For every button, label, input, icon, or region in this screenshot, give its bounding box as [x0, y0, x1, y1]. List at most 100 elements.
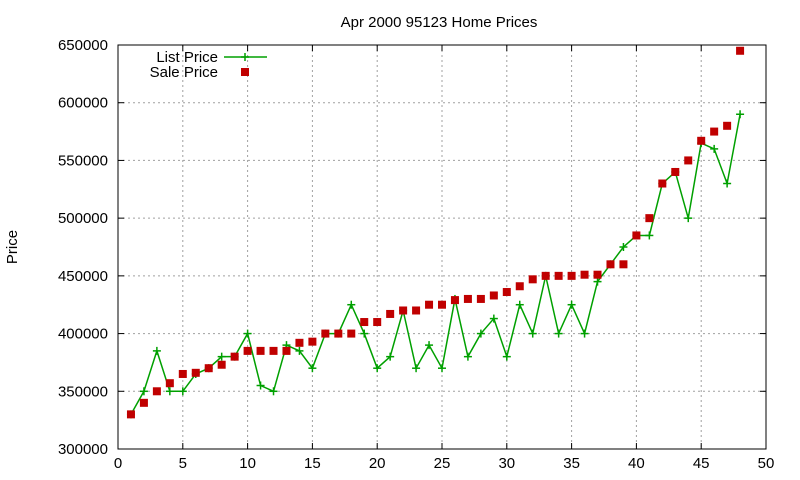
sale-price-point	[580, 270, 589, 279]
sale-price-point	[373, 318, 382, 327]
list-price-point	[593, 277, 602, 286]
sale-price-point	[438, 300, 446, 309]
x-tick-label: 50	[758, 455, 775, 472]
list-price-point	[463, 352, 472, 361]
x-tick-label: 40	[628, 455, 645, 472]
sale-price-point	[360, 318, 369, 327]
sale-price-point	[334, 329, 343, 338]
list-price-point	[580, 329, 589, 338]
sale-price-point	[489, 291, 498, 300]
sale-price-point	[412, 306, 421, 315]
sale-price-point	[632, 231, 641, 240]
sale-price-point	[139, 398, 148, 407]
x-tick-label: 20	[369, 455, 386, 472]
list-price-point	[152, 346, 161, 355]
sale-price-point	[697, 136, 706, 145]
legend-label-sale-price: Sale Price	[150, 64, 218, 81]
x-tick-label: 30	[498, 455, 515, 472]
list-price-point	[308, 364, 317, 373]
sale-price-point	[606, 260, 615, 269]
sale-price-point	[217, 360, 226, 369]
x-tick-label: 15	[304, 455, 321, 472]
list-price-point	[736, 110, 745, 119]
x-tick-label: 45	[693, 455, 710, 472]
sale-price-point	[476, 294, 485, 303]
sale-price-point	[684, 156, 693, 165]
list-price-point	[243, 329, 252, 338]
sale-price-point	[554, 271, 563, 280]
list-price-point	[515, 300, 524, 309]
y-tick-label: 500000	[58, 210, 108, 227]
list-price-point	[554, 329, 563, 338]
list-price-point	[373, 364, 382, 373]
sale-price-point	[450, 296, 459, 305]
sale-price-point	[425, 300, 434, 309]
sale-price-point	[230, 352, 239, 361]
list-price-point	[438, 364, 446, 373]
sale-price-point	[528, 275, 537, 284]
x-tick-label: 35	[563, 455, 580, 472]
sale-price-point	[710, 127, 719, 136]
sale-price-point	[463, 294, 472, 303]
list-price-point	[165, 387, 174, 396]
sale-price-point	[282, 346, 291, 355]
sale-price-point	[567, 271, 576, 280]
sale-price-point	[593, 270, 602, 279]
plot-area	[126, 46, 745, 419]
list-price-point	[528, 329, 537, 338]
sale-price-point	[619, 260, 628, 269]
sale-price-point	[243, 346, 252, 355]
plot-frame	[117, 44, 767, 450]
list-price-point	[412, 364, 421, 373]
grid	[118, 45, 766, 449]
list-price-point	[710, 144, 719, 153]
sale-price-point	[178, 369, 187, 378]
list-price-point	[347, 300, 356, 309]
y-tick-label: 650000	[58, 37, 108, 54]
y-tick-label: 350000	[58, 383, 108, 400]
sale-price-point	[541, 271, 550, 280]
sale-price-point	[671, 167, 680, 176]
list-price-point	[256, 381, 265, 390]
y-tick-label: 550000	[58, 152, 108, 169]
legend-swatch-square	[241, 68, 249, 76]
list-price-point	[567, 300, 576, 309]
sale-price-point	[515, 282, 524, 291]
sale-price-point	[126, 410, 135, 419]
y-tick-label: 400000	[58, 326, 108, 343]
sale-price-point	[308, 337, 317, 346]
x-tick-label: 5	[179, 455, 187, 472]
sale-price-point	[321, 329, 330, 338]
sale-price-point	[502, 288, 511, 297]
y-tick-label: 600000	[58, 95, 108, 112]
sale-price-point	[165, 379, 174, 388]
list-price-point	[241, 53, 249, 61]
list-price-point	[476, 329, 485, 338]
sale-price-point	[386, 309, 395, 318]
x-tick-label: 25	[434, 455, 451, 472]
sale-price-point	[736, 46, 745, 55]
list-price-point	[139, 387, 148, 396]
sale-price-point	[723, 121, 732, 130]
list-price-line	[130, 114, 741, 415]
sale-price-point	[295, 338, 304, 347]
sale-price-point	[658, 179, 667, 188]
axis-ticks: 0 5 10 15 20 25 30 35 40 45 50 300000 350000 400000 45…	[58, 37, 774, 472]
y-axis-label: Price	[4, 230, 21, 264]
list-price-point	[619, 243, 628, 251]
list-price-point	[645, 231, 654, 240]
sale-price-point	[256, 346, 265, 355]
sale-price-point	[152, 387, 161, 396]
list-price-point	[269, 387, 278, 396]
list-price-point	[723, 179, 732, 188]
x-tick-label: 0	[114, 455, 122, 472]
list-price-point	[217, 352, 226, 361]
x-tick-label: 10	[239, 455, 256, 472]
list-price-point	[295, 346, 304, 355]
y-tick-label: 300000	[58, 441, 108, 458]
chart-title: Apr 2000 95123 Home Prices	[341, 14, 538, 31]
list-price-point	[360, 329, 369, 338]
list-price-point	[386, 352, 395, 361]
